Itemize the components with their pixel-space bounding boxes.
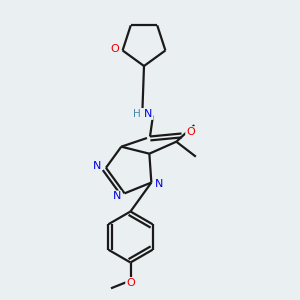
Text: N: N (93, 161, 101, 171)
Text: N: N (155, 179, 163, 189)
Text: H: H (133, 109, 140, 119)
Text: O: O (186, 127, 195, 137)
Text: O: O (111, 44, 119, 54)
Text: O: O (126, 278, 135, 289)
Text: N: N (144, 109, 153, 119)
Text: N: N (113, 191, 121, 201)
